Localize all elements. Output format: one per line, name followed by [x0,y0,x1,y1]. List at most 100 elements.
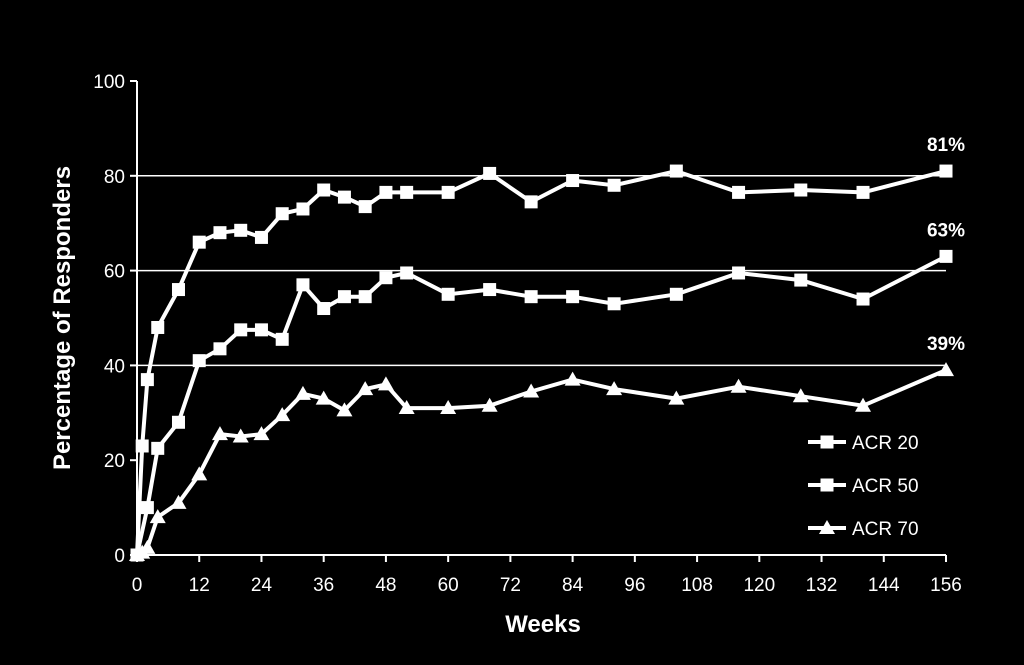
data-point-acr-50-21 [732,266,746,280]
data-point-acr-70-5 [191,466,208,481]
data-point-acr-20-21 [669,164,683,178]
data-point-acr-70-21 [668,390,685,405]
data-point-acr-50-23 [856,292,870,306]
legend-marker-acr-50 [820,478,834,492]
end-label-acr-70: 39% [927,334,965,355]
data-point-acr-50-22 [794,273,808,287]
data-point-acr-50-17 [524,290,538,304]
series-acr-50 [130,249,953,562]
x-tick-label-60: 60 [438,575,459,596]
data-point-acr-70-17 [481,397,498,412]
data-point-acr-70-15 [398,400,415,415]
data-point-acr-50-13 [379,271,393,285]
data-point-acr-20-18 [524,195,538,209]
data-point-acr-20-16 [441,185,455,199]
data-point-acr-70-14 [377,376,394,391]
data-point-acr-20-25 [939,164,953,178]
data-point-acr-20-6 [213,226,227,240]
y-axis-ticks: 0 20 40 60 80 100 [93,72,137,567]
x-tick-label-36: 36 [313,575,334,596]
series-line-acr-20 [135,169,947,556]
x-tick-label-48: 48 [375,575,396,596]
data-point-acr-70-13 [357,381,374,396]
data-point-acr-70-4 [170,494,187,509]
data-point-acr-70-23 [792,388,809,403]
y-tick-label-20: 20 [104,451,125,472]
data-point-acr-20-11 [317,183,331,197]
legend-label-acr-50: ACR 50 [852,476,919,497]
data-point-acr-20-3 [151,320,165,334]
data-point-acr-70-22 [730,378,747,393]
data-point-acr-70-9 [274,407,291,422]
x-tick-label-156: 156 [930,575,962,596]
y-tick-label-80: 80 [104,167,125,188]
axes [136,81,946,556]
data-point-acr-50-11 [337,290,351,304]
data-point-acr-70-3 [149,509,166,524]
x-tick-label-24: 24 [251,575,273,596]
data-point-acr-50-18 [566,290,580,304]
x-tick-label-0: 0 [132,575,143,596]
data-point-acr-70-2 [139,539,156,554]
x-tick-label-12: 12 [189,575,210,596]
x-tick-label-84: 84 [562,575,584,596]
data-point-acr-20-20 [607,178,621,192]
x-tick-label-96: 96 [624,575,645,596]
data-point-acr-20-13 [358,200,372,214]
data-point-acr-20-23 [794,183,808,197]
data-point-acr-50-14 [400,266,414,280]
data-point-acr-20-17 [483,166,497,180]
legend-item-acr-70: ACR 70 [808,519,919,540]
data-point-acr-70-19 [564,371,581,386]
data-point-acr-50-8 [275,332,289,346]
series-acr-70 [129,362,954,561]
data-point-acr-50-6 [234,323,248,337]
data-point-acr-50-9 [296,278,310,292]
data-point-acr-50-15 [441,287,455,301]
legend-label-acr-70: ACR 70 [852,519,919,540]
data-point-acr-50-7 [254,323,268,337]
x-tick-label-72: 72 [500,575,521,596]
end-label-acr-50: 63% [927,220,965,241]
y-axis-title: Percentage of Responders [49,166,76,470]
legend-marker-acr-20 [820,435,834,449]
x-axis-title: Weeks [505,611,581,638]
data-point-acr-70-6 [211,426,228,441]
data-point-acr-20-9 [275,207,289,221]
data-point-acr-50-20 [669,287,683,301]
data-point-acr-70-16 [440,400,457,415]
data-point-acr-50-19 [607,297,621,311]
x-tick-label-108: 108 [681,575,713,596]
data-point-acr-50-4 [192,354,206,368]
data-point-acr-70-18 [523,383,540,398]
data-point-acr-50-16 [483,283,497,297]
series-line-acr-70 [136,368,947,557]
x-tick-label-132: 132 [806,575,838,596]
data-point-acr-20-8 [254,230,268,244]
legend: ACR 20 ACR 50 ACR 70 [808,433,919,540]
data-point-acr-20-10 [296,202,310,216]
data-point-acr-70-12 [336,402,353,417]
data-point-acr-50-5 [213,342,227,356]
end-labels: 81% 63% 39% [927,135,965,355]
data-point-acr-50-3 [171,415,185,429]
data-point-acr-20-2 [140,373,154,387]
data-point-acr-70-20 [606,381,623,396]
series-group [129,164,954,562]
data-point-acr-20-19 [566,174,580,188]
data-point-acr-70-11 [315,390,332,405]
legend-item-acr-20: ACR 20 [808,433,919,454]
y-tick-label-100: 100 [93,72,125,93]
data-point-acr-70-10 [294,385,311,400]
data-point-acr-50-10 [317,302,331,316]
data-point-acr-20-5 [192,235,206,249]
data-point-acr-50-12 [358,290,372,304]
data-point-acr-70-24 [855,397,872,412]
data-point-acr-20-7 [234,223,248,237]
data-point-acr-20-24 [856,185,870,199]
legend-marker-acr-70 [819,520,835,534]
data-point-acr-20-1 [135,439,149,453]
data-point-acr-70-7 [232,428,249,443]
data-point-acr-20-12 [337,190,351,204]
